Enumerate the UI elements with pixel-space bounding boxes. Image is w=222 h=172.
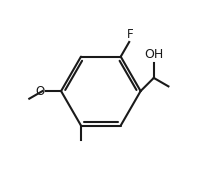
Text: F: F: [127, 28, 133, 41]
Text: O: O: [36, 85, 45, 98]
Text: OH: OH: [144, 48, 163, 61]
